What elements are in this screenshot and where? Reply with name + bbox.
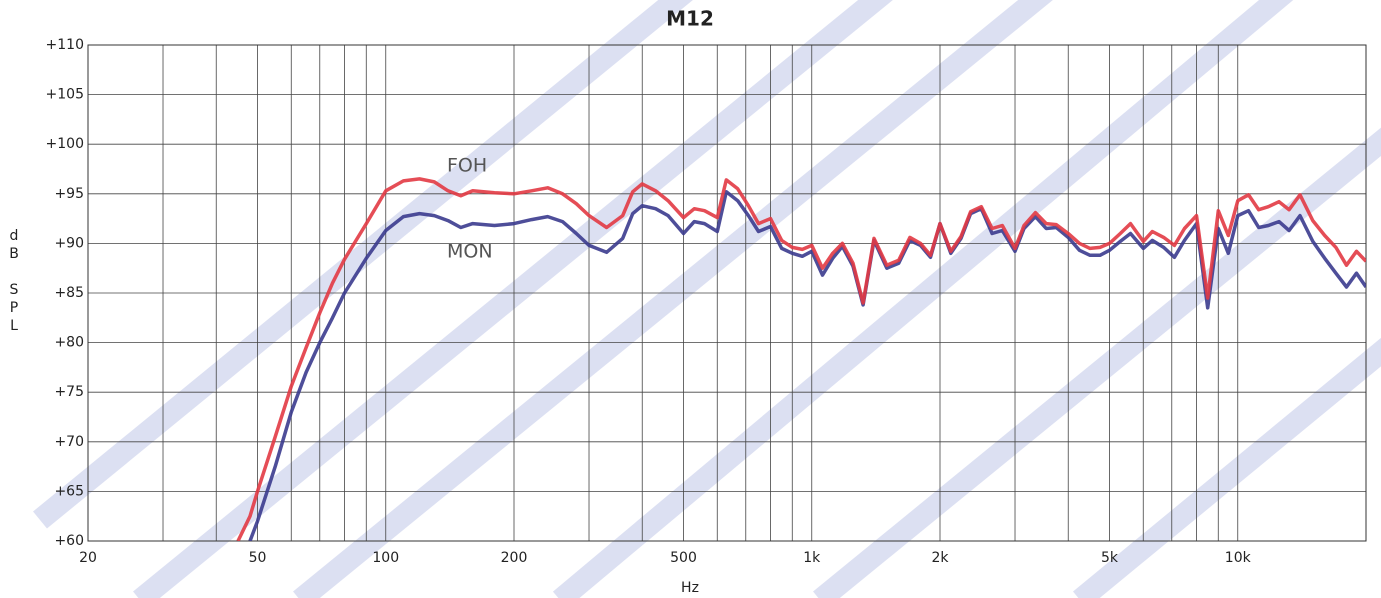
x-tick-label: 5k <box>1101 550 1119 566</box>
x-tick-label: 200 <box>501 550 528 566</box>
y-tick-label: +80 <box>54 335 84 351</box>
watermark <box>33 0 1381 598</box>
x-tick-label: 2k <box>931 550 949 566</box>
y-tick-label: +70 <box>54 434 84 450</box>
chart-title: M12 <box>666 7 714 31</box>
plot-frame <box>87 44 1367 542</box>
y-tick-label: +60 <box>54 533 84 549</box>
x-tick-label: 10k <box>1225 550 1252 566</box>
y-tick-label: +105 <box>46 87 84 103</box>
y-tick-label: +110 <box>46 37 84 53</box>
y-tick-label: +65 <box>54 483 84 499</box>
x-axis-label: Hz <box>681 580 699 596</box>
x-tick-label: 500 <box>670 550 697 566</box>
y-tick-label: +95 <box>54 186 84 202</box>
y-tick-label: +85 <box>54 285 84 301</box>
x-tick-label: 100 <box>372 550 399 566</box>
x-tick-label: 50 <box>249 550 267 566</box>
x-tick-label: 20 <box>79 550 97 566</box>
x-tick-label: 1k <box>803 550 821 566</box>
series-label: MON <box>447 241 493 263</box>
y-tick-label: +90 <box>54 235 84 251</box>
labels: +60 +65 +70 +75 +80 +85 +90 +95 +100 +105 +110 20 50… <box>46 37 1252 566</box>
series-label: FOH <box>447 155 487 177</box>
y-axis-label: dB SPL <box>6 228 22 336</box>
y-tick-label: +100 <box>46 136 84 152</box>
series-line <box>236 177 1366 541</box>
y-tick-label: +75 <box>54 384 84 400</box>
lines <box>236 177 1366 541</box>
